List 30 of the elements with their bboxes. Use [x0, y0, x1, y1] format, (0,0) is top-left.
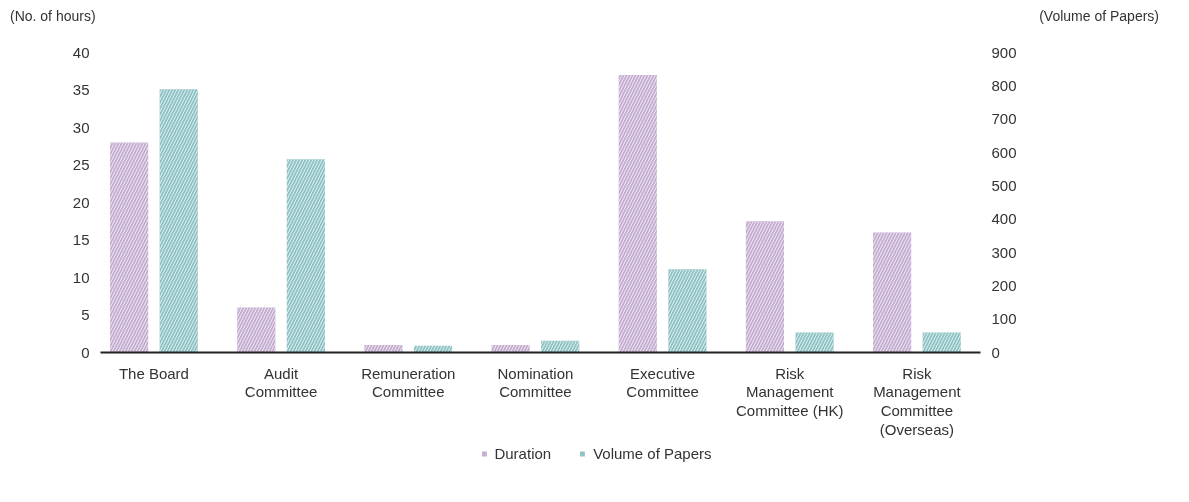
- y-tick-label: 25: [72, 156, 90, 173]
- y2-tick-label: 700: [991, 110, 1017, 128]
- y2-tick-label: 400: [991, 210, 1017, 228]
- y2-tick-label: 800: [991, 76, 1017, 94]
- y2-tick-label: 100: [991, 310, 1017, 328]
- y-tick-label: 40: [72, 43, 90, 61]
- y2-tick-label: 0: [991, 343, 1000, 361]
- x-tick-label: Risk Management Committee (HK): [735, 364, 844, 419]
- legend-label: Duration: [494, 444, 552, 462]
- x-tick-label: Executive Committee: [626, 364, 699, 401]
- y2-axis-title: (Volume of Papers): [1039, 7, 1159, 26]
- y2-tick-label: 600: [991, 143, 1017, 161]
- x-tick-label: Nomination Committee: [497, 364, 574, 401]
- y-tick-label: 30: [72, 118, 90, 136]
- y-axis-title: (No. of hours): [10, 7, 96, 26]
- x-tick-label: Remuneration Committee: [361, 364, 456, 401]
- y2-tick-label: 900: [991, 43, 1017, 61]
- x-tick-label: Risk Management Committee (Overseas): [873, 364, 962, 438]
- y-tick-label: 15: [72, 231, 90, 248]
- x-tick-label: Audit Committee: [244, 364, 318, 401]
- y2-tick-label: 200: [991, 276, 1017, 294]
- y-tick-label: 35: [72, 81, 90, 98]
- y-tick-label: 10: [72, 268, 90, 286]
- y-tick-label: 0: [81, 343, 90, 361]
- y-tick-label: 20: [72, 193, 90, 211]
- legend-label: Volume of Papers: [593, 444, 712, 462]
- y-tick-label: 5: [81, 306, 90, 323]
- y2-tick-label: 500: [991, 176, 1017, 194]
- y2-tick-label: 300: [991, 243, 1017, 261]
- x-tick-label: The Board: [118, 364, 189, 382]
